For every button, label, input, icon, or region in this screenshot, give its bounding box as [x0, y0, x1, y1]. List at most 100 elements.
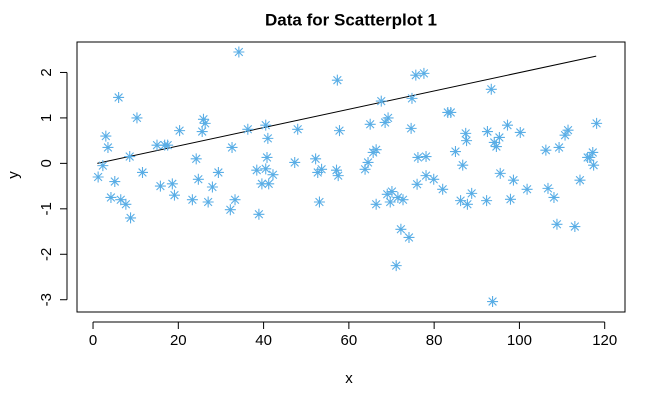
point — [382, 112, 394, 124]
point — [242, 123, 254, 135]
point — [412, 151, 424, 163]
point — [102, 141, 114, 153]
x-tick-label: 40 — [255, 332, 272, 349]
point — [386, 186, 398, 198]
point — [370, 144, 382, 156]
point — [395, 223, 407, 235]
y-tick-label: -2 — [38, 248, 55, 261]
point — [455, 195, 467, 207]
point — [362, 156, 374, 168]
point — [359, 163, 371, 175]
point — [197, 113, 209, 125]
point — [507, 174, 519, 186]
point — [190, 153, 202, 165]
point — [390, 260, 402, 272]
point — [420, 170, 432, 182]
point — [370, 198, 382, 210]
point — [392, 191, 404, 203]
point — [449, 146, 461, 158]
point — [310, 153, 322, 165]
y-tick-label: 1 — [38, 114, 55, 122]
point — [154, 180, 166, 192]
point — [460, 127, 472, 139]
point — [166, 178, 178, 190]
point — [481, 195, 493, 207]
point — [574, 174, 586, 186]
y-axis-label: y — [5, 171, 22, 179]
point — [487, 296, 499, 308]
x-axis-label: x — [345, 370, 353, 387]
point — [97, 160, 109, 172]
point — [540, 144, 552, 156]
point — [105, 191, 117, 203]
point — [375, 95, 387, 107]
point — [316, 163, 328, 175]
point — [466, 187, 478, 199]
point — [418, 67, 430, 79]
point — [485, 83, 497, 95]
point — [437, 183, 449, 195]
point — [267, 169, 279, 181]
point — [226, 141, 238, 153]
point — [206, 181, 218, 193]
chart-title: Data for Scatterplot 1 — [265, 10, 437, 29]
point — [481, 126, 493, 138]
point — [151, 139, 163, 151]
point — [559, 129, 571, 141]
point — [289, 156, 301, 168]
point — [569, 221, 581, 233]
point — [331, 74, 343, 86]
point — [233, 46, 245, 58]
point — [313, 196, 325, 208]
point — [260, 163, 272, 175]
point — [457, 159, 469, 171]
point — [162, 139, 174, 151]
point — [186, 194, 198, 206]
point — [461, 135, 473, 147]
point — [548, 191, 560, 203]
y-tick-label: -1 — [38, 202, 55, 215]
point — [381, 188, 393, 200]
point — [199, 117, 211, 129]
y-tick-label: -3 — [38, 293, 55, 306]
point — [92, 171, 104, 183]
point — [263, 178, 275, 190]
point — [124, 151, 136, 163]
point — [588, 159, 600, 171]
point — [591, 117, 603, 129]
point — [260, 119, 272, 131]
point — [251, 164, 263, 176]
point — [411, 178, 423, 190]
x-tick-label: 80 — [426, 332, 443, 349]
point — [584, 151, 596, 163]
point — [109, 176, 121, 188]
point — [125, 212, 137, 224]
point — [196, 126, 208, 138]
point — [224, 204, 236, 216]
point — [553, 141, 565, 153]
point — [256, 178, 268, 190]
point — [461, 198, 473, 210]
point — [168, 189, 180, 201]
y-tick-label: 0 — [38, 159, 55, 167]
point — [428, 173, 440, 185]
point — [551, 218, 563, 230]
point — [331, 164, 343, 176]
point — [493, 131, 505, 143]
plot-box — [76, 41, 626, 313]
point — [212, 166, 224, 178]
x-tick-label: 20 — [170, 332, 187, 349]
point — [100, 130, 112, 142]
point — [403, 231, 415, 243]
point — [192, 173, 204, 185]
x-tick-label: 60 — [341, 332, 358, 349]
point — [490, 141, 502, 153]
point — [420, 151, 432, 163]
x-tick-label: 120 — [592, 332, 617, 349]
point — [405, 122, 417, 134]
trend-line — [97, 55, 597, 164]
x-tick-label: 100 — [507, 332, 532, 349]
point — [587, 146, 599, 158]
point — [131, 112, 143, 124]
